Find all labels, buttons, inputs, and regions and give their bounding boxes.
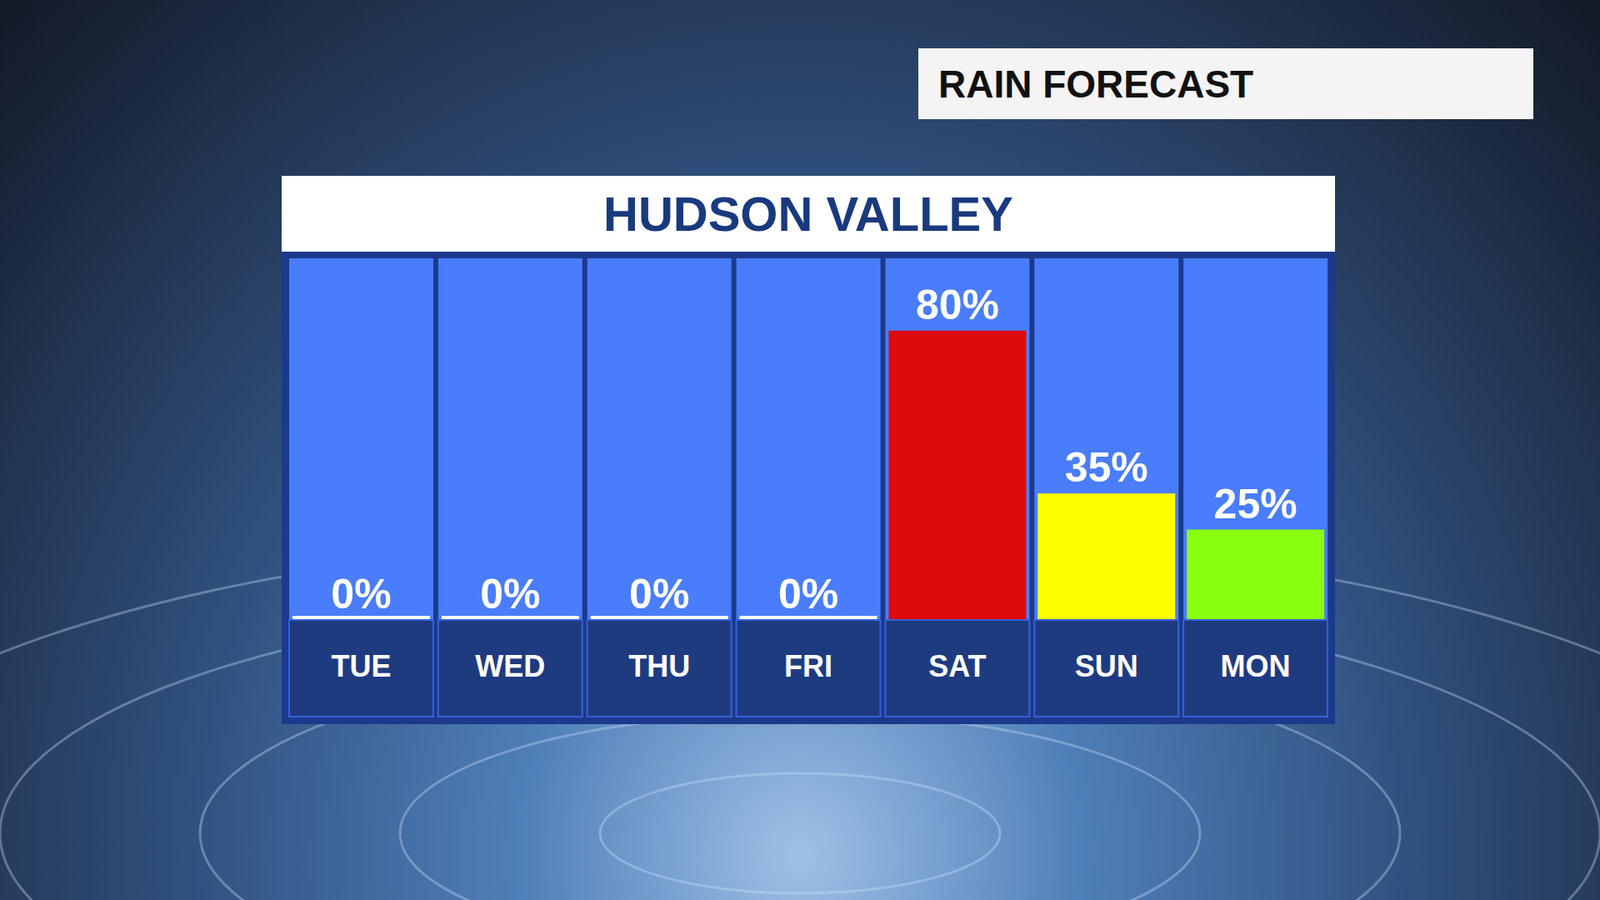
svg-text:0%: 0% (480, 570, 540, 618)
svg-text:0%: 0% (330, 570, 391, 618)
svg-text:0%: 0% (778, 570, 839, 618)
html-text:RAIN FORECAST: RAIN FORECAST (938, 62, 1254, 106)
svg-text:SUN: SUN (1075, 649, 1139, 684)
svg-text:35%: 35% (1065, 444, 1149, 491)
html-text:HUDSON VALLEY: HUDSON VALLEY (603, 186, 1014, 241)
svg-text:0%: 0% (629, 570, 690, 618)
svg-text:WED: WED (475, 649, 545, 684)
svg-text:TUE: TUE (330, 649, 391, 684)
svg-text:25%: 25% (1214, 480, 1298, 528)
svg-text:FRI: FRI (784, 649, 833, 684)
svg-text:MON: MON (1220, 649, 1291, 684)
svg-text:80%: 80% (915, 281, 1000, 329)
svg-text:SAT: SAT (928, 649, 986, 684)
svg-text:THU: THU (628, 649, 690, 684)
